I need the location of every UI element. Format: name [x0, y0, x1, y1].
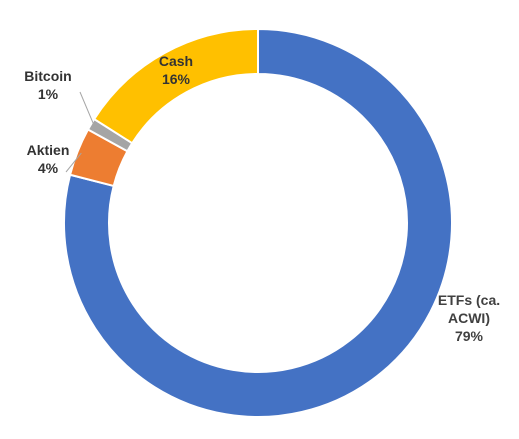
data-label-value: 16%	[162, 71, 191, 87]
data-label-value: 79%	[455, 328, 484, 344]
leader-line-aktien	[65, 152, 82, 173]
leader-line-bitcoin	[79, 91, 95, 127]
slice-cash	[92, 27, 259, 145]
leader-lines	[65, 91, 95, 173]
data-label-etfs-ca-acwi: ETFs (ca. ACWI) 79%	[438, 292, 500, 344]
data-label-bitcoin: Bitcoin 1%	[24, 68, 71, 102]
data-label-name: Bitcoin	[24, 68, 71, 84]
data-label-name: Aktien	[27, 142, 70, 158]
slice-etfs-ca-acwi	[63, 27, 453, 418]
data-label-cash: Cash 16%	[159, 53, 193, 87]
data-label-value: 1%	[38, 86, 59, 102]
data-label-name: ETFs (ca.	[438, 292, 500, 308]
data-label-name: Cash	[159, 53, 193, 69]
data-label-name: ACWI)	[448, 310, 490, 326]
data-label-aktien: Aktien 4%	[27, 142, 70, 176]
donut-slices	[63, 27, 453, 418]
data-label-value: 4%	[38, 160, 59, 176]
data-labels: ETFs (ca. ACWI) 79% Aktien 4% Bitcoin 1% Cash 16…	[24, 53, 500, 344]
